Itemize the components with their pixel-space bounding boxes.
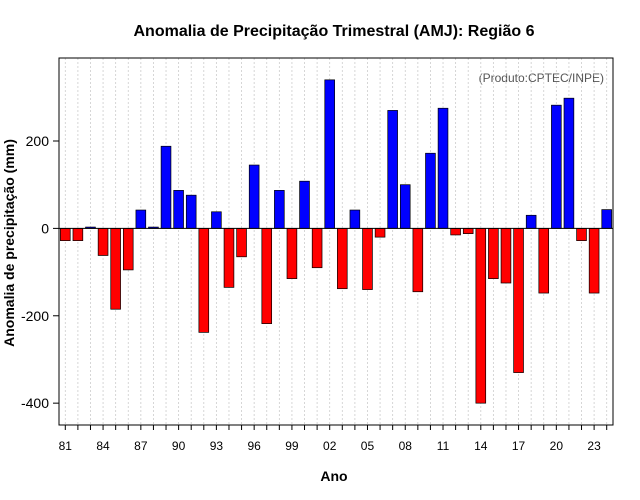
chart-figure: Anomalia de Precipitação Trimestral (AMJ…: [0, 0, 640, 500]
bar-1984: [98, 228, 108, 255]
bar-1990: [174, 190, 184, 228]
x-axis-label: Ano: [320, 468, 347, 484]
bar-1999: [287, 228, 297, 278]
bar-2016: [501, 228, 511, 283]
x-tick-label: 20: [550, 439, 564, 453]
x-tick-label: 84: [96, 439, 110, 453]
bar-1994: [224, 228, 234, 287]
x-tick-label: 96: [247, 439, 261, 453]
bar-1989: [161, 146, 171, 228]
bar-1996: [249, 165, 259, 228]
bar-2013: [463, 228, 473, 233]
x-tick-label: 08: [399, 439, 413, 453]
chart-svg: Anomalia de Precipitação Trimestral (AMJ…: [0, 0, 640, 500]
bar-2015: [488, 228, 498, 278]
y-tick-label: 0: [41, 220, 49, 236]
bar-2007: [388, 110, 398, 228]
bar-1985: [111, 228, 121, 309]
x-tick-label: 17: [512, 439, 526, 453]
bar-2018: [526, 215, 536, 228]
bar-2000: [300, 181, 310, 228]
bar-1992: [199, 228, 209, 332]
y-tick-label: 200: [26, 133, 50, 149]
x-tick-label: 05: [361, 439, 375, 453]
bar-1986: [123, 228, 133, 270]
x-tick-label: 87: [134, 439, 148, 453]
bar-2014: [476, 228, 486, 403]
bar-1981: [60, 228, 70, 240]
bar-1993: [211, 212, 221, 229]
bar-1998: [274, 190, 284, 228]
bar-2009: [413, 228, 423, 291]
bar-2006: [375, 228, 385, 237]
bar-2011: [438, 108, 448, 228]
bar-2019: [539, 228, 549, 293]
bar-1997: [262, 228, 272, 323]
credit-label: (Produto:CPTEC/INPE): [479, 71, 604, 85]
bar-2022: [577, 228, 587, 240]
bar-2021: [564, 98, 574, 228]
x-tick-label: 99: [285, 439, 299, 453]
bar-1982: [73, 228, 83, 240]
x-tick-label: 14: [474, 439, 488, 453]
bar-1995: [237, 228, 247, 256]
bar-2017: [514, 228, 524, 372]
y-tick-label: -400: [21, 395, 49, 411]
x-tick-label: 02: [323, 439, 337, 453]
x-tick-label: 93: [210, 439, 224, 453]
x-tick-label: 23: [587, 439, 601, 453]
bar-2020: [551, 105, 561, 228]
chart-title: Anomalia de Precipitação Trimestral (AMJ…: [133, 23, 534, 40]
y-axis-label: Anomalia de precipitação (mm): [1, 139, 17, 347]
bar-2002: [325, 80, 335, 229]
x-tick-label: 11: [437, 439, 450, 453]
y-tick-label: -200: [21, 308, 49, 324]
bar-1991: [186, 195, 196, 228]
bar-2008: [400, 185, 410, 229]
bar-2001: [312, 228, 322, 267]
bar-2005: [363, 228, 373, 289]
bar-2024: [602, 210, 612, 229]
bar-2023: [589, 228, 599, 293]
bar-2012: [451, 228, 461, 235]
bar-2003: [337, 228, 347, 288]
bar-2010: [426, 153, 436, 228]
bar-2004: [350, 210, 360, 228]
bar-1987: [136, 210, 146, 228]
x-tick-label: 90: [172, 439, 186, 453]
x-tick-label: 81: [59, 439, 73, 453]
